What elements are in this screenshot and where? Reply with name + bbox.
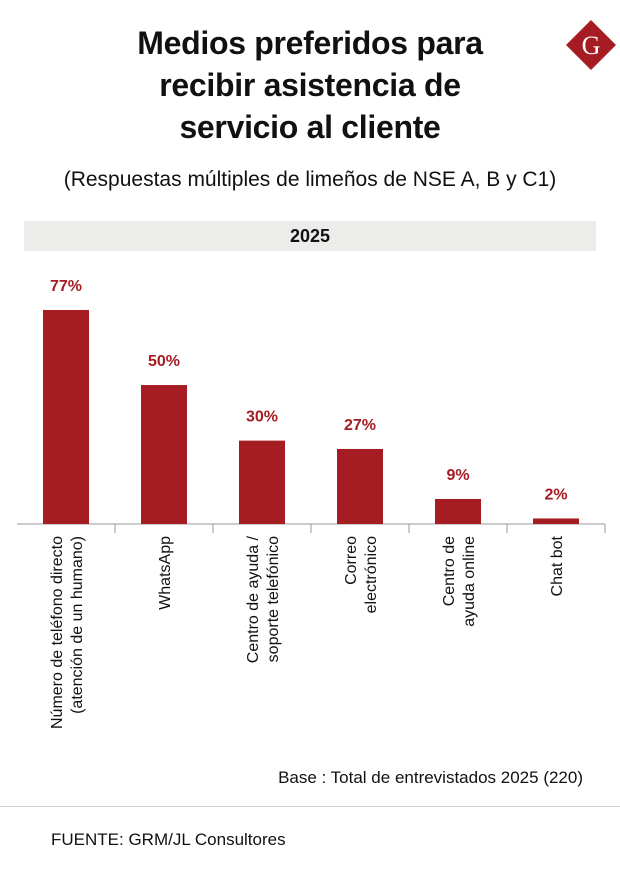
bar-1 [43,310,89,524]
bar-chart: 77% Número de teléfono directo (atención d… [17,278,606,729]
value-label-2: 50% [148,353,180,370]
category-label-line: (atención de un humano) [69,536,86,714]
category-label-6: Chat bot [549,535,566,596]
divider [0,806,620,807]
bar-4 [337,448,383,524]
category-label-line: Correo [343,536,360,585]
title-line-1: Medios preferidos para [137,25,483,61]
bar-5 [435,498,481,524]
category-label-line: Número de teléfono directo [49,536,66,729]
title-line-3: servicio al cliente [179,109,441,145]
category-label-3: Centro de ayuda / soporte telefónico [245,535,282,663]
bar-2 [141,385,187,524]
category-label-line: Chat bot [549,535,566,596]
base-note: Base : Total de entrevistados 2025 (220) [278,768,583,787]
bar-3 [239,440,285,524]
chart-subtitle: (Respuestas múltiples de limeños de NSE … [63,168,557,191]
source-note: FUENTE: GRM/JL Consultores [51,830,286,849]
value-label-3: 30% [246,409,278,426]
category-label-4: Correo electrónico [343,536,380,613]
value-label-1: 77% [50,278,82,295]
category-label-5: Centro de ayuda online [441,536,478,627]
category-label-line: electrónico [363,536,380,613]
category-label-line: soporte telefónico [265,536,282,662]
value-label-4: 27% [344,417,376,434]
category-label-line: Centro de ayuda / [245,535,262,663]
category-label-2: WhatsApp [157,536,174,610]
value-label-5: 9% [446,467,469,484]
category-label-1: Número de teléfono directo (atención de u… [49,536,86,729]
title-line-2: recibir asistencia de [159,67,461,103]
bar-6 [533,518,579,524]
year-band: 2025 [24,221,596,251]
logo-letter: G [582,31,601,60]
category-label-line: ayuda online [461,536,478,627]
brand-logo-icon: G [566,20,616,70]
category-label-line: WhatsApp [157,536,174,610]
category-label-line: Centro de [441,536,458,606]
logo-diamond [566,20,616,70]
chart-title: Medios preferidos para recibir asistenci… [60,22,560,148]
value-label-6: 2% [544,486,567,503]
